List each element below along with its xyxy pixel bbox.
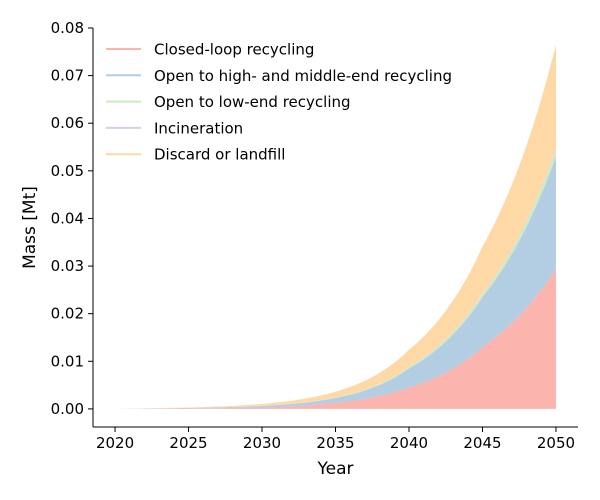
legend-label-open-to-high-and-middle-end-recycling: Open to high- and middle-end recycling [154,67,452,85]
x-tick-label: 2045 [463,434,501,452]
y-tick-label: 0.06 [51,114,84,132]
y-tick-label: 0.04 [51,209,84,227]
area-open-to-high-and-middle-end-recycling [115,156,556,409]
y-axis-title: Mass [Mt] [20,186,40,269]
legend-label-closed-loop-recycling: Closed-loop recycling [154,41,314,59]
y-tick-label: 0.02 [51,305,84,323]
area-discard-or-landfill [115,44,556,409]
series-areas [115,44,556,409]
x-tick-label: 2040 [390,434,428,452]
legend-label-incineration: Incineration [154,119,243,137]
x-tick-label: 2025 [169,434,207,452]
y-tick-label: 0.07 [51,67,84,85]
x-tick-label: 2030 [243,434,281,452]
y-tick-label: 0.03 [51,257,84,275]
y-tick-label: 0.08 [51,19,84,37]
legend-label-discard-or-landfill: Discard or landfill [154,146,285,164]
x-tick-label: 2035 [316,434,354,452]
x-tick-label: 2050 [537,434,575,452]
y-tick-label: 0.00 [51,400,84,418]
y-tick-label: 0.01 [51,352,84,370]
x-axis-title: Year [317,459,354,479]
x-tick-label: 2020 [96,434,134,452]
legend-label-open-to-low-end-recycling: Open to low-end recycling [154,93,351,111]
axes: 2020 2025 2030 2035 2040 2045 2050 0.00 0.01 0.02… [51,19,578,452]
area-closed-loop-recycling [115,268,556,409]
y-tick-label: 0.05 [51,162,84,180]
legend: Closed-loop recycling Open to high- and m… [106,41,452,164]
